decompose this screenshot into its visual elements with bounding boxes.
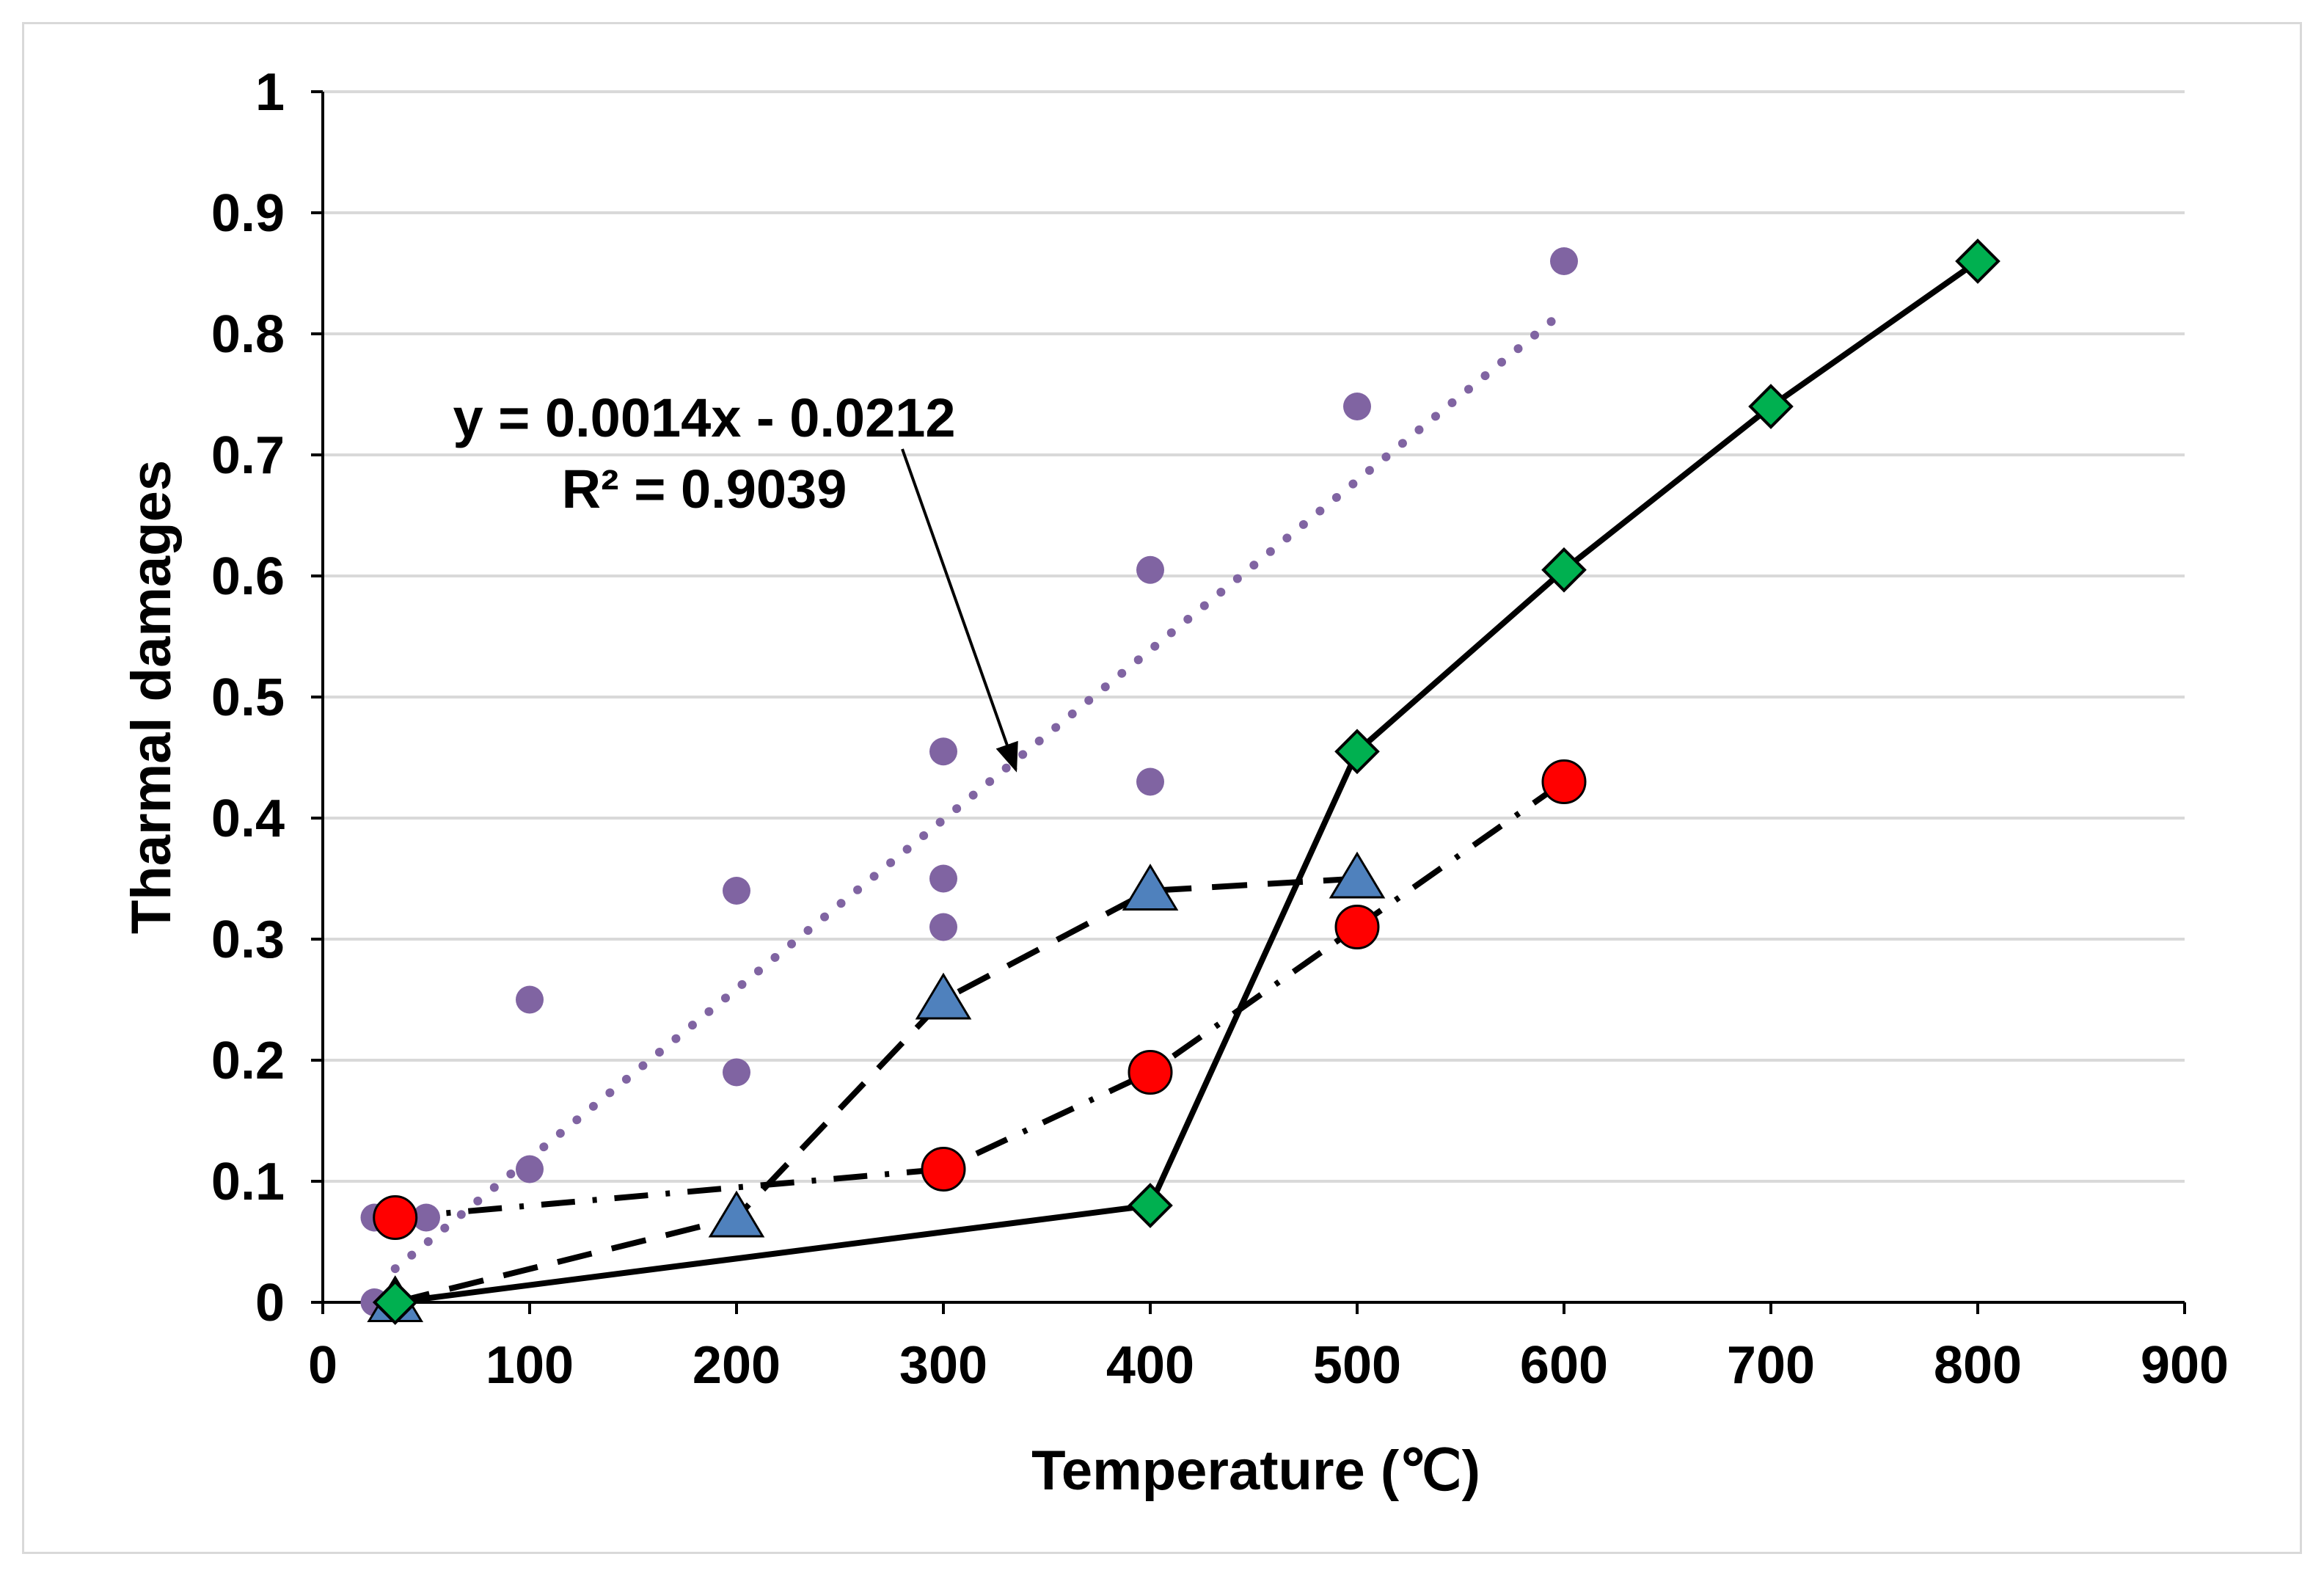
x-tick-label: 400 — [1106, 1336, 1194, 1395]
scatter-point — [929, 864, 957, 893]
diamond-marker — [1748, 384, 1794, 429]
scatter-point — [1136, 555, 1164, 584]
series-line-dash-dot — [395, 779, 1566, 1221]
y-tick-label: 0.6 — [211, 547, 285, 606]
y-tick-label: 0.1 — [211, 1153, 285, 1211]
x-tick-label: 500 — [1313, 1336, 1401, 1395]
diamond-marker — [1128, 1183, 1173, 1228]
circle-marker — [1334, 905, 1380, 949]
grid-lines — [323, 90, 2185, 1183]
diamond-marker — [1955, 238, 2000, 284]
triangle-marker — [1329, 851, 1386, 899]
circle-marker — [373, 1195, 418, 1240]
y-tick-label: 0.8 — [211, 305, 285, 364]
axes — [311, 90, 2186, 1314]
y-tick-label: 1 — [255, 63, 285, 122]
series-lines — [394, 258, 1980, 1305]
x-tick-label: 700 — [1727, 1336, 1815, 1395]
scatter-point — [929, 913, 957, 941]
scatter-point — [723, 877, 750, 905]
diamond-marker — [372, 1280, 418, 1325]
x-tick-label: 100 — [486, 1336, 574, 1395]
scatter-point — [1343, 393, 1371, 420]
x-tick-label: 600 — [1520, 1336, 1608, 1395]
y-tick-label: 0.4 — [211, 789, 285, 848]
scatter-point — [1550, 247, 1578, 275]
circle-marker — [921, 1147, 966, 1192]
y-tick-label: 0.7 — [211, 426, 285, 485]
tick-labels: 0 0.1 0.2 0.3 0.4 0.5 0.6 0.7 0.8 0.9 1 0 100 200 300 4… — [211, 63, 2229, 1395]
triangle-marker — [915, 972, 972, 1020]
trendline-r-squared: R² = 0.9039 — [562, 459, 847, 519]
scatter-point — [516, 1155, 544, 1183]
x-axis-title: Temperature (℃) — [1031, 1440, 1480, 1502]
scatter-point — [412, 1203, 440, 1232]
y-axis-title: Tharmal damages — [120, 460, 183, 934]
scatter-point — [723, 1058, 750, 1087]
annotation-arrow — [901, 448, 1018, 773]
series-markers — [360, 238, 2000, 1325]
y-tick-label: 0.2 — [211, 1032, 285, 1090]
triangle-marker — [708, 1190, 765, 1238]
scatter-point — [929, 737, 957, 766]
y-tick-label: 0.5 — [211, 668, 285, 727]
trendline-path — [390, 306, 1568, 1274]
y-tick-label: 0 — [255, 1274, 285, 1332]
x-tick-label: 900 — [2141, 1336, 2229, 1395]
x-tick-label: 300 — [899, 1336, 987, 1395]
diamond-marker — [1541, 547, 1587, 593]
series-line-solid — [395, 258, 1980, 1305]
series-line-dashed — [394, 875, 1358, 1305]
x-tick-label: 800 — [1934, 1336, 2022, 1395]
trendline — [390, 306, 1568, 1274]
y-tick-label: 0.3 — [211, 911, 285, 969]
x-tick-label: 0 — [308, 1336, 337, 1395]
scatter-point — [1136, 767, 1164, 796]
diamond-marker — [1334, 729, 1380, 775]
y-tick-label: 0.9 — [211, 184, 285, 243]
circle-marker — [1541, 759, 1587, 804]
circle-marker — [1128, 1050, 1173, 1095]
triangle-marker — [1122, 864, 1179, 911]
scatter-point — [516, 985, 544, 1014]
x-tick-label: 200 — [693, 1336, 781, 1395]
trendline-equation: y = 0.0014x - 0.0212 — [453, 387, 955, 448]
